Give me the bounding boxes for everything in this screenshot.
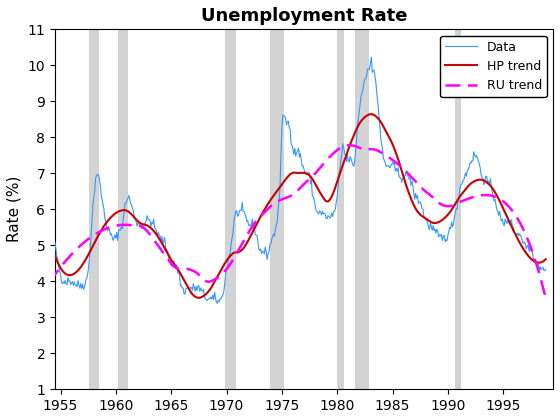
Bar bbox=[226, 29, 236, 389]
HP trend bbox=[328, 196, 334, 201]
HP trend bbox=[398, 169, 405, 174]
Data bbox=[270, 231, 277, 236]
Bar bbox=[89, 29, 99, 389]
Bar bbox=[355, 29, 369, 389]
Data bbox=[228, 236, 235, 241]
Data bbox=[368, 55, 375, 60]
HP trend bbox=[270, 193, 277, 198]
Line: RU trend: RU trend bbox=[49, 145, 545, 298]
Line: HP trend: HP trend bbox=[49, 114, 545, 298]
RU trend bbox=[269, 202, 276, 207]
Bar bbox=[118, 29, 128, 389]
Title: Unemployment Rate: Unemployment Rate bbox=[201, 7, 407, 25]
Y-axis label: Rate (%): Rate (%) bbox=[7, 176, 22, 242]
Data bbox=[398, 180, 405, 185]
RU trend bbox=[346, 143, 353, 148]
RU trend bbox=[542, 296, 549, 301]
RU trend bbox=[87, 235, 94, 240]
HP trend bbox=[228, 252, 235, 257]
Bar bbox=[270, 29, 284, 389]
Data bbox=[214, 301, 221, 306]
Data bbox=[46, 223, 53, 228]
HP trend bbox=[46, 233, 53, 238]
HP trend bbox=[195, 295, 202, 300]
RU trend bbox=[228, 260, 235, 265]
Data bbox=[328, 215, 334, 220]
Data bbox=[542, 267, 549, 272]
Data bbox=[87, 235, 94, 240]
HP trend bbox=[368, 112, 375, 117]
Bar bbox=[337, 29, 344, 389]
RU trend bbox=[183, 266, 189, 271]
RU trend bbox=[326, 154, 333, 159]
Data bbox=[183, 286, 189, 291]
HP trend bbox=[542, 257, 549, 262]
RU trend bbox=[46, 280, 53, 285]
HP trend bbox=[87, 247, 94, 252]
Bar bbox=[455, 29, 461, 389]
RU trend bbox=[398, 164, 404, 169]
HP trend bbox=[183, 281, 189, 286]
Line: Data: Data bbox=[49, 57, 545, 303]
Legend: Data, HP trend, RU trend: Data, HP trend, RU trend bbox=[440, 36, 547, 97]
